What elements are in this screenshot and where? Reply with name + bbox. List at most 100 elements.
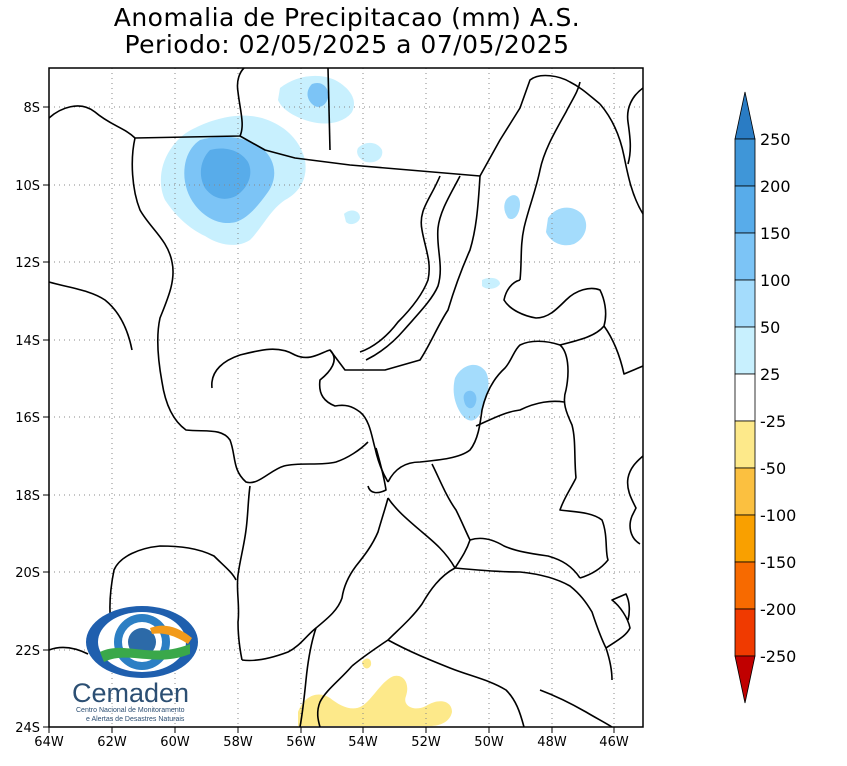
- boundary-ba-mg: [503, 279, 607, 346]
- colorbar-segment-neg25: [734, 420, 756, 469]
- colorbar-segment-100: [734, 279, 756, 328]
- political-boundaries: [48, 67, 644, 728]
- map-panel: 64W 62W 60W 58W 56W 54W 52W 50W 48W 46W …: [15, 67, 644, 750]
- colorbar-segment-neg200: [734, 608, 756, 657]
- boundary-east-coast: [626, 455, 644, 545]
- colorbar-label: 100: [760, 271, 791, 290]
- boundary-sw-2: [109, 545, 237, 631]
- lat-label: 10S: [15, 179, 40, 194]
- lat-label: 22S: [15, 644, 40, 659]
- boundary-amazonas-para: [239, 74, 601, 177]
- lon-label: 50W: [474, 735, 504, 750]
- boundary-goias-east: [475, 400, 565, 427]
- lon-label: 46W: [599, 735, 629, 750]
- lon-label: 54W: [348, 735, 378, 750]
- lat-label: 24S: [15, 721, 40, 736]
- boundary-minas: [559, 477, 609, 579]
- boundary-river-3: [367, 447, 387, 494]
- lon-label: 58W: [223, 735, 253, 750]
- boundary-mg-south: [469, 537, 581, 579]
- lon-label: 64W: [34, 735, 64, 750]
- boundary-mato-grosso: [211, 348, 389, 483]
- boundary-north-vertical: [327, 67, 331, 151]
- boundary-ms-west: [236, 485, 251, 661]
- boundary-northwest: [48, 67, 245, 139]
- colorbar-segment-200: [734, 185, 756, 234]
- colorbar-label: -250: [760, 647, 796, 666]
- anomaly-area-northwest-inner: [200, 148, 251, 199]
- latitude-labels: 8S 10S 12S 14S 16S 18S 20S 22S 24S: [15, 101, 40, 736]
- anomaly-area-small-2: [482, 277, 500, 289]
- positive-anomaly-areas: [160, 75, 587, 421]
- axis-ticks: [43, 106, 615, 733]
- anomaly-area-north-small: [357, 142, 383, 163]
- logo-wave-green: [100, 644, 190, 662]
- logo-subtitle-line1: Centro Nacional de Monitoramento: [76, 707, 185, 714]
- anomaly-area-central-east-core: [463, 390, 477, 409]
- longitude-labels: 64W 62W 60W 58W 56W 54W 52W 50W 48W 46W: [34, 735, 629, 750]
- colorbar-segment-250: [734, 138, 756, 187]
- cemaden-logo: Cemaden Centro Nacional de Monitoramento…: [72, 606, 198, 723]
- colorbar-label: -150: [760, 553, 796, 572]
- boundary-pi-east: [626, 87, 644, 165]
- boundary-ba-to: [519, 81, 581, 281]
- boundary-west-rondonia: [131, 137, 369, 484]
- boundary-ms-para: [299, 627, 317, 728]
- colorbar-segment-neutral: [734, 373, 756, 422]
- colorbar-segment-neg100: [734, 514, 756, 563]
- boundary-river-1: [359, 175, 441, 353]
- colorbar-label: 50: [760, 318, 780, 337]
- logo-wordmark: Cemaden: [72, 678, 189, 708]
- boundary-river-2: [365, 175, 461, 361]
- colorbar-top-arrow: [734, 91, 756, 140]
- colorbar-label: 150: [760, 224, 791, 243]
- lon-label: 62W: [97, 735, 127, 750]
- boundary-tocantins: [329, 175, 481, 371]
- logo-subtitle-line2: e Alertas de Desastres Naturais: [86, 716, 185, 723]
- boundary-goias: [387, 340, 577, 483]
- lat-label: 18S: [15, 489, 40, 504]
- boundary-ms-south: [241, 497, 389, 662]
- colorbar-label: 250: [760, 130, 791, 149]
- colorbar-label: 200: [760, 177, 791, 196]
- logo-wave-orange: [150, 625, 192, 644]
- lon-label: 56W: [286, 735, 316, 750]
- anomaly-area-south: [298, 675, 452, 726]
- lat-label: 14S: [15, 334, 40, 349]
- boundary-sp-ms-coast: [539, 689, 613, 728]
- colorbar-label: -100: [760, 506, 796, 525]
- lat-label: 12S: [15, 256, 40, 271]
- lat-label: 20S: [15, 566, 40, 581]
- boundary-sp: [454, 567, 613, 681]
- map-title-line1: Anomalia de Precipitacao (mm) A.S.: [113, 3, 581, 32]
- colorbar: 250 200 150 100 50 25 -25 -50 -100 -150 …: [734, 91, 796, 704]
- colorbar-label: -200: [760, 600, 796, 619]
- colorbar-segment-50: [734, 326, 756, 375]
- negative-anomaly-areas: [298, 658, 452, 726]
- anomaly-area-northeast: [546, 207, 587, 246]
- colorbar-label: 25: [760, 365, 780, 384]
- anomaly-area-south-small: [362, 658, 372, 669]
- boundary-sw-1: [48, 646, 89, 655]
- map-frame: [48, 67, 644, 728]
- boundary-rj: [605, 593, 631, 649]
- colorbar-bottom-arrow: [734, 655, 756, 704]
- boundary-west-edge: [48, 281, 133, 351]
- boundary-sp-south: [387, 639, 525, 728]
- logo-pupil: [128, 628, 156, 656]
- boundary-pr: [316, 665, 353, 728]
- map-gridlines: [49, 68, 643, 727]
- boundary-ms-east: [351, 497, 456, 667]
- boundary-ba-east: [603, 325, 644, 375]
- lat-label: 8S: [23, 101, 40, 116]
- anomaly-area-small-1: [344, 210, 360, 225]
- lon-label: 48W: [537, 735, 567, 750]
- anomaly-area-east-strip: [504, 195, 520, 220]
- colorbar-label: -50: [760, 459, 786, 478]
- colorbar-segment-neg150: [734, 561, 756, 610]
- anomaly-area-north-center-core: [307, 82, 329, 107]
- colorbar-segment-neg50: [734, 467, 756, 516]
- map-title-line2: Periodo: 02/05/2025 a 07/05/2025: [124, 30, 570, 59]
- boundary-go-mg: [431, 463, 471, 569]
